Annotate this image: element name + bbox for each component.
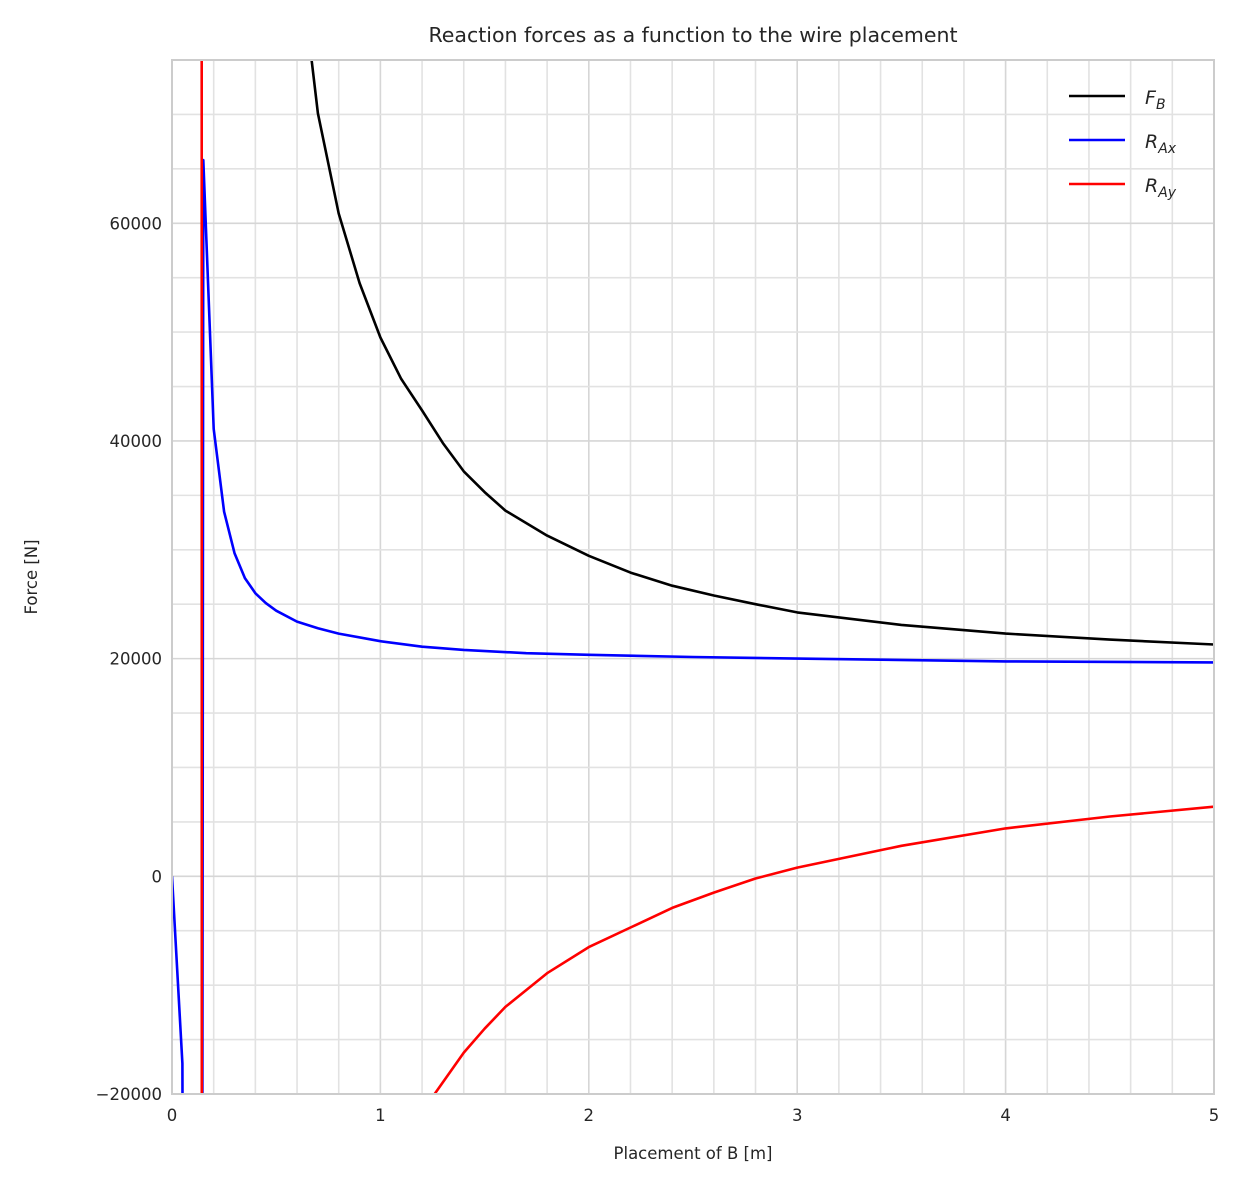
legend: FB RAx RAy [1069, 87, 1177, 201]
series-line-r-ay [200, 60, 1214, 1094]
plot-background [172, 60, 1214, 1094]
legend-label: FB [1145, 87, 1166, 113]
x-tick-label: 5 [1209, 1106, 1220, 1125]
y-tick-label: 0 [152, 867, 163, 886]
y-tick-label: 40000 [110, 432, 163, 451]
y-axis-label: Force [N] [22, 539, 41, 614]
y-tick-label: −20000 [96, 1085, 162, 1104]
y-tick-label: 60000 [110, 214, 163, 233]
tick-labels: 0 1 2 3 4 5 −20000 0 20000 40000 60000 [96, 214, 1220, 1125]
y-tick-label: 20000 [110, 650, 163, 669]
x-tick-label: 0 [167, 1106, 178, 1125]
series-lines [172, 60, 1214, 1094]
x-tick-label: 3 [792, 1106, 803, 1125]
series-line-f-b [310, 60, 1214, 646]
x-axis-label: Placement of B [m] [614, 1144, 773, 1163]
legend-label: RAx [1145, 131, 1177, 157]
legend-label: RAy [1145, 175, 1177, 201]
series-line-r-ax [172, 158, 1214, 1094]
x-tick-label: 2 [584, 1106, 595, 1125]
chart-title: Reaction forces as a function to the wir… [428, 23, 957, 47]
grid [171, 59, 1215, 1095]
plot-frame [171, 59, 1215, 1095]
x-tick-label: 1 [375, 1106, 386, 1125]
x-tick-label: 4 [1000, 1106, 1011, 1125]
